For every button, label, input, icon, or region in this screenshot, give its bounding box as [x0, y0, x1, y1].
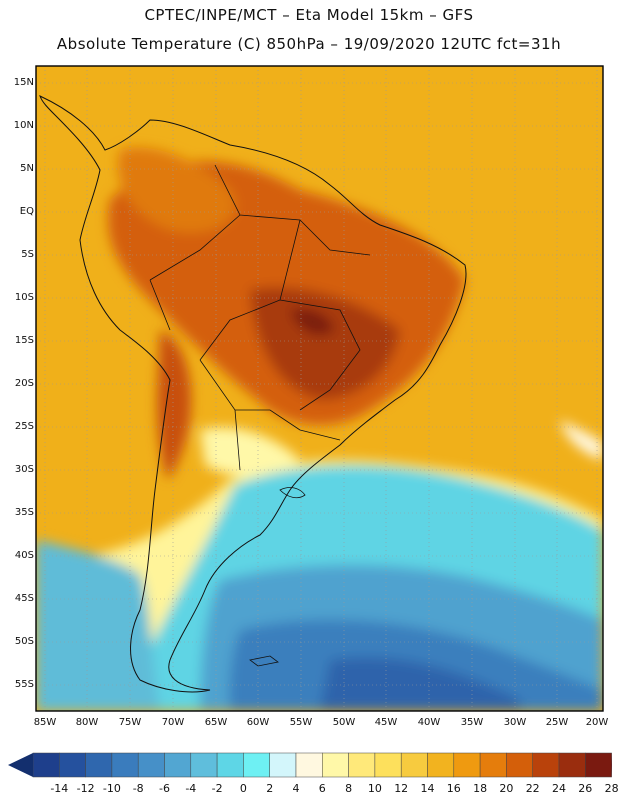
lat-label: 15S [14, 335, 34, 346]
lat-label: 25S [14, 421, 34, 432]
colorbar-cell [400, 752, 428, 778]
colorbar-cell [111, 752, 139, 778]
colorbar-label: 14 [420, 782, 435, 795]
colorbar-cell [216, 752, 244, 778]
colorbar-cell [32, 752, 60, 778]
colorbar-cell [59, 752, 86, 778]
colorbar-cell [85, 752, 113, 778]
grid-lines [36, 66, 603, 711]
colorbar-cell [269, 752, 297, 778]
lon-label: 20W [585, 717, 609, 728]
field-coldest-core [320, 657, 520, 711]
colorbar-label: 6 [318, 782, 326, 795]
colorbar-label: -14 [50, 782, 69, 795]
lon-label: 70W [161, 717, 185, 728]
colorbar-label: 20 [499, 782, 514, 795]
field-andes-warm [157, 330, 192, 480]
colorbar-cell [532, 752, 560, 778]
lat-label: 5S [21, 249, 34, 260]
colorbar-label: -12 [76, 782, 95, 795]
lon-label: 25W [545, 717, 569, 728]
colorbar-label: 8 [345, 782, 353, 795]
colorbar-label: 2 [266, 782, 274, 795]
country-borders [149, 164, 371, 471]
field-north-warm [118, 147, 236, 233]
field-pacific-cold [36, 540, 160, 711]
colorbar-cell [322, 752, 349, 778]
colorbar-label: -8 [132, 782, 144, 795]
colorbar-cell [295, 752, 323, 778]
lat-label: 45S [14, 593, 34, 604]
map-frame [35, 65, 604, 712]
lat-label: 5N [20, 163, 34, 174]
lat-label: 10N [13, 120, 34, 131]
field-hottest-spot [290, 308, 335, 335]
lon-label: 45W [374, 717, 398, 728]
lon-label: 50W [332, 717, 356, 728]
colorbar-label: 16 [446, 782, 461, 795]
map-subtitle: Absolute Temperature (C) 850hPa – 19/09/… [56, 35, 562, 53]
colorbar-label: 0 [239, 782, 247, 795]
lat-label: 20S [14, 378, 34, 389]
colorbar-label: 10 [367, 782, 382, 795]
colorbar-label: -4 [185, 782, 197, 795]
colorbar-cell [374, 752, 402, 778]
lat-label: EQ [19, 206, 34, 217]
colorbar-label: -2 [211, 782, 223, 795]
colorbar [8, 752, 612, 778]
colorbar-label: -6 [159, 782, 170, 795]
colorbar-cell [585, 752, 612, 778]
colorbar-label: 28 [604, 782, 618, 795]
lat-label: 30S [14, 464, 34, 475]
lat-label: 50S [14, 636, 34, 647]
lon-label: 60W [246, 717, 270, 728]
colorbar-label: 4 [292, 782, 300, 795]
lagoon-outline [279, 487, 306, 499]
colorbar-label: 24 [552, 782, 566, 795]
colorbar-cell [453, 752, 481, 778]
lon-label: 40W [417, 717, 441, 728]
field-hot-core [250, 287, 400, 400]
colorbar-cell [427, 752, 455, 778]
colorbar-cell [479, 752, 507, 778]
map-title: CPTEC/INPE/MCT – Eta Model 15km – GFS [144, 6, 474, 24]
lon-label: 55W [289, 717, 313, 728]
lat-label: 35S [14, 507, 34, 518]
lat-label: 55S [14, 679, 34, 690]
lon-label: 80W [75, 717, 99, 728]
falkland-islands [249, 655, 279, 667]
colorbar-label: 22 [525, 782, 540, 795]
lon-label: 75W [118, 717, 142, 728]
colorbar-cell [558, 752, 586, 778]
colorbar-label: 12 [394, 782, 409, 795]
lon-label: 85W [33, 717, 57, 728]
field-east-pale [560, 420, 603, 460]
colorbar-cell [164, 752, 192, 778]
colorbar-cell [190, 752, 218, 778]
continent-coastline [39, 95, 467, 693]
lon-label: 65W [204, 717, 228, 728]
colorbar-cell [348, 752, 376, 778]
lon-label: 35W [460, 717, 484, 728]
colorbar-cell [243, 752, 270, 778]
colorbar-label: 18 [473, 782, 488, 795]
colorbar-low-arrow [8, 753, 33, 777]
colorbar-label: -10 [102, 782, 121, 795]
colorbar-cell [137, 752, 165, 778]
lat-label: 15N [13, 77, 34, 88]
lon-label: 30W [503, 717, 527, 728]
lat-label: 10S [14, 292, 34, 303]
lat-label: 40S [14, 550, 34, 561]
field-chaco-yellow [200, 427, 300, 476]
colorbar-cell [506, 752, 533, 778]
colorbar-label: 26 [578, 782, 593, 795]
